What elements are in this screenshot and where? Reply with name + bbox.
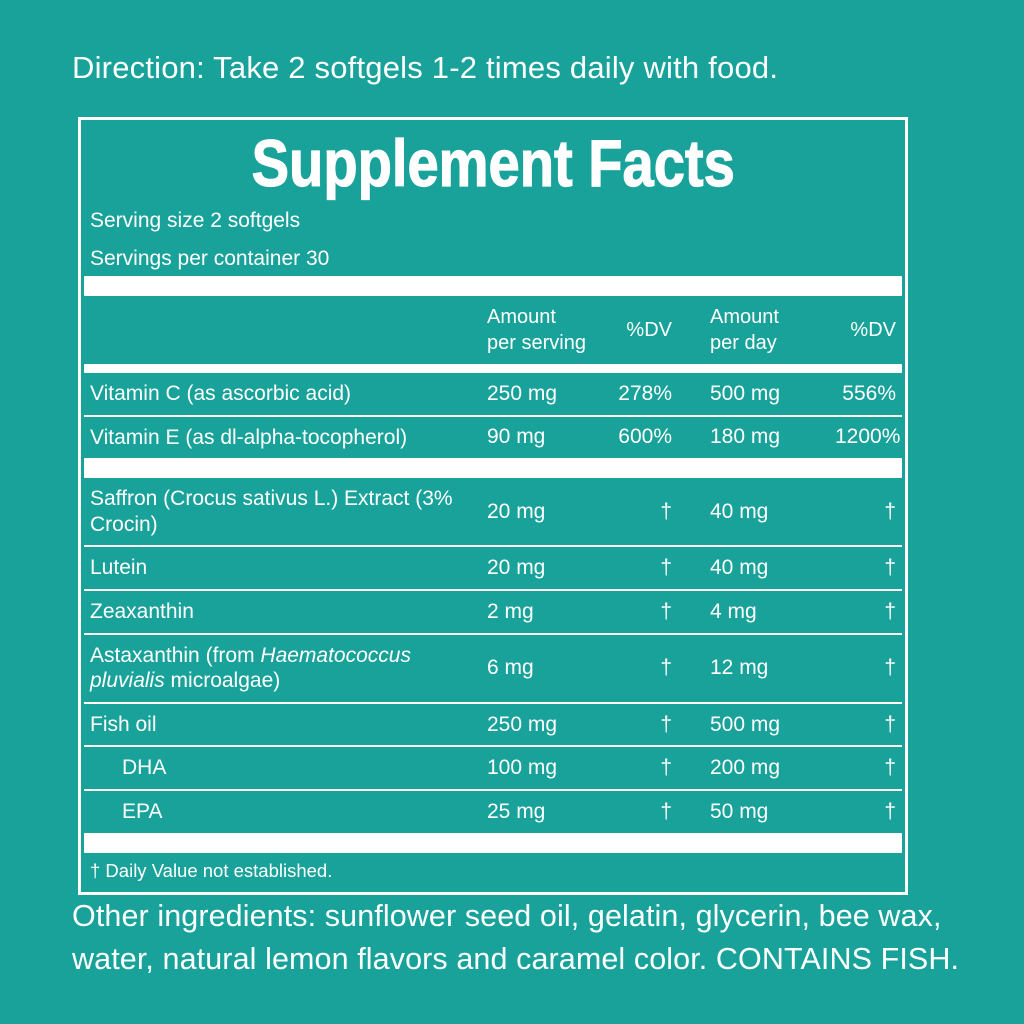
- percent-dv-serving: †: [660, 499, 672, 523]
- amount-per-serving: 2 mg: [487, 599, 534, 623]
- percent-dv-day: †: [884, 556, 896, 580]
- table-row: Zeaxanthin 2 mg † 4 mg †: [84, 589, 902, 633]
- table-section: Saffron (Crocus sativus L.) Extract (3% …: [84, 478, 902, 832]
- ingredient-name: Zeaxanthin: [90, 600, 194, 624]
- percent-dv-day: 556%: [842, 381, 896, 405]
- ingredient-name: Vitamin C (as ascorbic acid): [90, 382, 352, 405]
- serving-size-text: Serving size 2 softgels: [90, 209, 301, 232]
- percent-dv-serving: †: [660, 756, 672, 780]
- percent-dv-day: †: [884, 799, 896, 823]
- amount-per-day: 40 mg: [710, 499, 769, 523]
- table-row: Lutein 20 mg † 40 mg †: [84, 545, 902, 589]
- supplement-facts-panel: Supplement Facts Serving size 2 softgels…: [78, 117, 908, 895]
- ingredient-name: Lutein: [90, 556, 148, 580]
- header-dv-serving: %DV: [612, 317, 672, 343]
- header-amount-per-day: Amount per day: [710, 304, 835, 356]
- amount-per-day: 200 mg: [710, 756, 781, 780]
- percent-dv-day: †: [884, 599, 896, 623]
- servings-per-container-text: Servings per container 30: [90, 247, 330, 270]
- separator-bar-under-header: [84, 364, 902, 373]
- section-separator-bar: [84, 458, 902, 479]
- percent-dv-serving: †: [660, 599, 672, 623]
- ingredient-name: Saffron (Crocus sativus L.) Extract (3% …: [90, 487, 453, 536]
- amount-per-serving: 6 mg: [487, 656, 534, 680]
- amount-per-day: 50 mg: [710, 799, 769, 823]
- header-amount-per-serving-label: Amount per serving: [487, 306, 586, 354]
- percent-dv-day: †: [884, 712, 896, 736]
- percent-dv-serving: 278%: [618, 381, 672, 405]
- percent-dv-day: †: [884, 756, 896, 780]
- ingredient-name: Fish oil: [90, 712, 157, 736]
- ingredient-name: Astaxanthin (from Haematococcus pluviali…: [90, 643, 411, 693]
- header-dv-serving-label: %DV: [626, 319, 672, 341]
- percent-dv-serving: 600%: [618, 425, 672, 449]
- table-row: EPA 25 mg † 50 mg †: [84, 789, 902, 833]
- amount-per-serving: 250 mg: [487, 381, 558, 405]
- header-dv-day-label: %DV: [850, 319, 896, 341]
- percent-dv-serving: †: [660, 656, 672, 680]
- percent-dv-day: 1200%: [835, 425, 901, 449]
- amount-per-day: 12 mg: [710, 656, 769, 680]
- panel-title: Supplement Facts: [251, 125, 735, 200]
- amount-per-day: 40 mg: [710, 556, 769, 580]
- header-amount-per-day-label: Amount per day: [710, 306, 779, 354]
- amount-per-day: 180 mg: [710, 425, 781, 449]
- table-header-row: Amount per serving %DV Amount per day %D…: [84, 296, 902, 364]
- percent-dv-day: †: [884, 499, 896, 523]
- amount-per-day: 500 mg: [710, 381, 781, 405]
- header-dv-day: %DV: [835, 317, 896, 343]
- table-row: Astaxanthin (from Haematococcus pluviali…: [84, 632, 902, 702]
- percent-dv-serving: †: [660, 712, 672, 736]
- amount-per-serving: 20 mg: [487, 556, 546, 580]
- ingredient-name: Vitamin E (as dl-alpha-tocopherol): [90, 425, 408, 449]
- table-section: Vitamin C (as ascorbic acid) 250 mg 278% 50…: [84, 373, 902, 458]
- percent-dv-serving: †: [660, 799, 672, 823]
- amount-per-serving: 100 mg: [487, 756, 558, 780]
- table-row: Saffron (Crocus sativus L.) Extract (3% …: [84, 478, 902, 545]
- table-row: Vitamin E (as dl-alpha-tocopherol) 90 mg 6…: [84, 414, 902, 459]
- direction-text: Direction: Take 2 softgels 1-2 times dai…: [72, 50, 779, 85]
- amount-per-serving: 20 mg: [487, 499, 546, 523]
- amount-per-serving: 25 mg: [487, 799, 546, 823]
- percent-dv-serving: †: [660, 556, 672, 580]
- amount-per-serving: 250 mg: [487, 712, 558, 736]
- other-ingredients-text: Other ingredients: sunflower seed oil, g…: [72, 899, 960, 977]
- header-amount-per-serving: Amount per serving: [487, 304, 612, 356]
- table-row: Fish oil 250 mg † 500 mg †: [84, 701, 902, 746]
- amount-per-day: 500 mg: [710, 712, 781, 736]
- separator-bar-top: [84, 276, 902, 296]
- daily-value-footnote: † Daily Value not established.: [90, 859, 333, 881]
- ingredient-name: EPA: [122, 800, 163, 824]
- amount-per-serving: 90 mg: [487, 425, 546, 449]
- percent-dv-day: †: [884, 656, 896, 680]
- ingredient-name: DHA: [122, 756, 167, 780]
- table-row: Vitamin C (as ascorbic acid) 250 mg 278% 50…: [84, 373, 902, 415]
- amount-per-day: 4 mg: [710, 599, 757, 623]
- panel-title-wrap: Supplement Facts: [84, 125, 902, 200]
- table-row: DHA 100 mg † 200 mg †: [84, 745, 902, 789]
- facts-table-body: Vitamin C (as ascorbic acid) 250 mg 278% 50…: [84, 373, 902, 853]
- section-separator-bar: [84, 832, 902, 853]
